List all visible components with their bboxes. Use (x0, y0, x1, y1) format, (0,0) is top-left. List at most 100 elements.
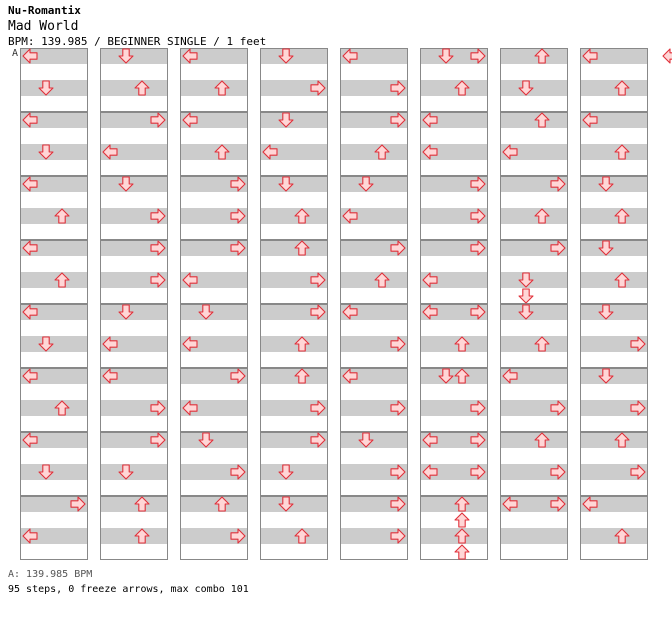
measure-block (500, 240, 568, 304)
beat-band (500, 320, 568, 336)
beat-band (180, 272, 248, 288)
beat-band (180, 496, 248, 512)
beat-band (180, 432, 248, 448)
step-arrow-up (454, 496, 470, 512)
beat-band (500, 160, 568, 176)
beat-band (260, 304, 328, 320)
beat-band (340, 224, 408, 240)
beat-band (580, 528, 648, 544)
measure-border (340, 496, 408, 560)
beat-band (580, 256, 648, 272)
beat-band (420, 352, 488, 368)
step-arrow-left (342, 304, 358, 320)
beat-band (180, 416, 248, 432)
beat-band (500, 288, 568, 304)
step-arrow-up (134, 528, 150, 544)
beat-band (260, 352, 328, 368)
step-arrow-right (390, 400, 406, 416)
measure-block (180, 368, 248, 432)
beat-band (260, 112, 328, 128)
beat-band (20, 432, 88, 448)
step-arrow-down (38, 144, 54, 160)
beat-band (580, 400, 648, 416)
beat-band (260, 208, 328, 224)
beat-band (180, 96, 248, 112)
step-arrow-right (470, 176, 486, 192)
step-arrow-up (454, 336, 470, 352)
step-arrow-left (342, 48, 358, 64)
beat-band (180, 256, 248, 272)
beat-band (180, 304, 248, 320)
measure-border (100, 368, 168, 432)
step-arrow-right (630, 400, 646, 416)
measure-border (580, 304, 648, 368)
step-arrow-down (118, 176, 134, 192)
beat-band (20, 384, 88, 400)
measure-border (580, 48, 648, 112)
beat-band (340, 160, 408, 176)
measure-block (420, 48, 488, 112)
measure-block (260, 112, 328, 176)
beat-band (180, 160, 248, 176)
measure-border (100, 112, 168, 176)
measure-block (20, 176, 88, 240)
measure-block (260, 432, 328, 496)
beat-band (100, 128, 168, 144)
step-arrow-up (54, 208, 70, 224)
step-arrow-down (278, 48, 294, 64)
beat-band (580, 304, 648, 320)
step-arrow-left (22, 48, 38, 64)
beat-band (100, 80, 168, 96)
beat-band (340, 464, 408, 480)
measure-border (340, 304, 408, 368)
step-arrow-right (630, 464, 646, 480)
measure-border (100, 304, 168, 368)
beat-band (500, 176, 568, 192)
beat-band (100, 416, 168, 432)
step-arrow-right (230, 368, 246, 384)
measure-block (100, 368, 168, 432)
beat-band (260, 176, 328, 192)
measure-block (580, 176, 648, 240)
measure-border (20, 496, 88, 560)
beat-band (340, 128, 408, 144)
measure-block (260, 48, 328, 112)
measure-block (100, 496, 168, 560)
step-arrow-left (502, 496, 518, 512)
beat-band (580, 272, 648, 288)
beat-band (180, 48, 248, 64)
beat-band (180, 528, 248, 544)
beat-band (260, 256, 328, 272)
beat-band (180, 208, 248, 224)
step-arrow-right (390, 336, 406, 352)
beat-band (500, 448, 568, 464)
beat-band (500, 224, 568, 240)
measure-border (20, 432, 88, 496)
beat-band (20, 464, 88, 480)
beat-band (20, 48, 88, 64)
step-arrow-up (534, 336, 550, 352)
measure-border (500, 304, 568, 368)
beat-band (340, 48, 408, 64)
beat-band (180, 368, 248, 384)
measure-block (180, 176, 248, 240)
beat-band (420, 144, 488, 160)
beat-band (580, 464, 648, 480)
beat-band (20, 208, 88, 224)
beat-band (420, 544, 488, 560)
measure-block (100, 48, 168, 112)
beat-band (420, 464, 488, 480)
step-arrow-up (134, 496, 150, 512)
beat-band (420, 448, 488, 464)
beat-band (20, 96, 88, 112)
measure-border (260, 176, 328, 240)
step-arrow-right (150, 240, 166, 256)
step-arrow-left (262, 144, 278, 160)
beat-band (20, 160, 88, 176)
step-arrow-right (150, 432, 166, 448)
beat-band (500, 496, 568, 512)
beat-band (20, 480, 88, 496)
step-arrow-left (422, 112, 438, 128)
beat-band (420, 528, 488, 544)
beat-band (180, 240, 248, 256)
